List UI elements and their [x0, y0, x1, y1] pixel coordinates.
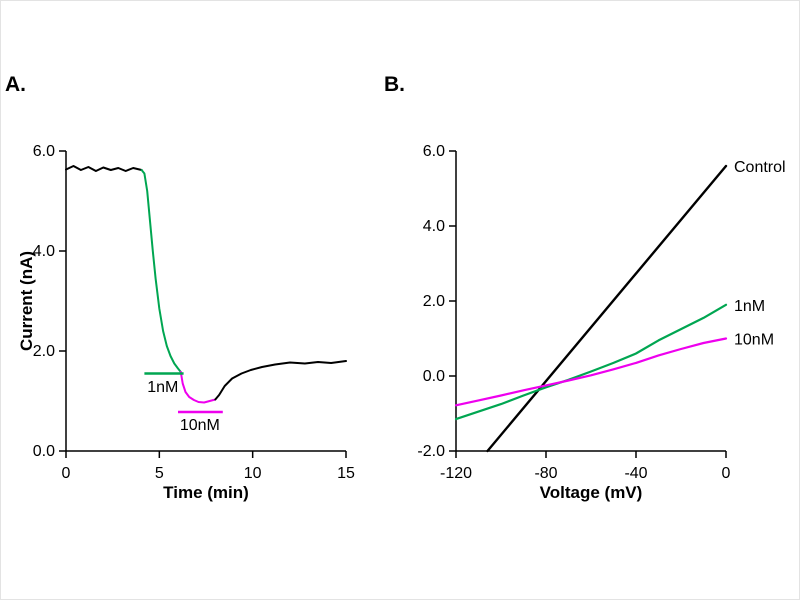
x-tick-label: 15 [337, 465, 355, 482]
y-tick-label: 0.0 [33, 443, 55, 460]
chart-b-x-axis-label: Voltage (mV) [539, 483, 643, 502]
y-tick-label: 2.0 [423, 293, 445, 310]
x-tick-label: -120 [440, 465, 472, 482]
chart-a-time-course: 0 5 10 15 0.0 2.0 4.0 6.0 1nM 10nM [33, 143, 355, 482]
y-tick-label: 4.0 [423, 218, 445, 235]
series-washout-recovery [214, 360, 347, 401]
x-tick-label: 10 [244, 465, 262, 482]
series-label-10nM: 10nM [734, 332, 774, 349]
series-1nM [454, 303, 728, 421]
chart-a-x-axis-label: Time (min) [163, 483, 249, 502]
text-10nM: 10nM [180, 417, 220, 434]
y-tick-label: 6.0 [33, 143, 55, 160]
panel-b-label: B. [384, 73, 405, 96]
y-tick-label: 2.0 [33, 343, 55, 360]
text-1nM: 1nM [147, 379, 178, 396]
series-baseline [65, 165, 143, 172]
y-tick-label: 4.0 [33, 243, 55, 260]
chart-b-iv-curves: -120 -80 -40 0 -2.0 0.0 2.0 4.0 6.0 Control 1nM 10n… [417, 143, 786, 482]
series-1nM-application [140, 169, 182, 373]
x-tick-label: 0 [722, 465, 731, 482]
chart-a-y-axis-label: Current (nA) [17, 250, 36, 352]
x-tick-label: 0 [62, 465, 71, 482]
series-10nM [454, 337, 728, 407]
series-label-1nM: 1nM [734, 298, 765, 315]
y-tick-label: 0.0 [423, 368, 445, 385]
series-Control [486, 164, 728, 453]
series-10nM-application [179, 371, 217, 404]
panel-a-label: A. [5, 73, 26, 96]
y-tick-label: -2.0 [417, 443, 445, 460]
x-tick-label: -40 [624, 465, 647, 482]
x-tick-label: -80 [534, 465, 557, 482]
series-label-Control: Control [734, 159, 786, 176]
y-tick-label: 6.0 [423, 143, 445, 160]
x-tick-label: 5 [155, 465, 164, 482]
